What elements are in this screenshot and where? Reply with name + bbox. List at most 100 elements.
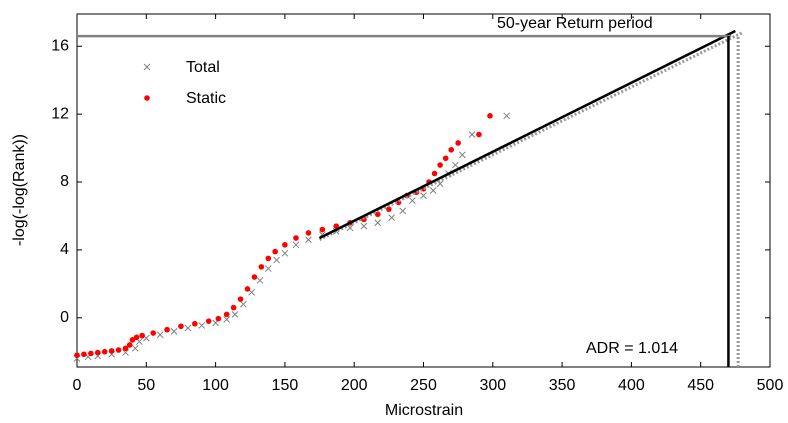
point [198, 322, 206, 329]
point [256, 277, 264, 284]
point [122, 349, 129, 356]
point [468, 131, 476, 138]
point [346, 224, 354, 232]
point [264, 265, 272, 272]
point [487, 113, 493, 119]
marker-stroke [156, 331, 164, 339]
point [101, 348, 108, 355]
marker-stroke [223, 316, 231, 323]
point [205, 318, 212, 324]
point [503, 112, 511, 120]
point [126, 342, 133, 348]
marker-stroke [198, 322, 206, 329]
legend-marker [143, 63, 151, 71]
marker-stroke [281, 249, 289, 257]
annotation: 50-year Return period [497, 15, 653, 32]
marker-stroke [399, 207, 407, 215]
point [223, 311, 230, 318]
x-axis-label: Microstrain [385, 402, 463, 419]
y-axis-label: -log(-log(Rank)) [11, 134, 28, 246]
marker-stroke [374, 219, 382, 227]
point [251, 274, 258, 280]
marker-stroke [143, 63, 151, 71]
point [374, 211, 381, 218]
marker-stroke [452, 161, 459, 169]
point [230, 304, 237, 311]
y-tick-label: 0 [60, 309, 69, 326]
point [282, 242, 288, 248]
point [476, 131, 482, 138]
point [437, 162, 443, 168]
x-tick-label: 200 [341, 377, 368, 394]
point [94, 349, 101, 356]
point [388, 214, 395, 222]
point [129, 337, 136, 343]
marker-stroke [305, 236, 312, 244]
x-tick-label: 400 [618, 377, 645, 394]
y-tick-label: 16 [51, 37, 69, 54]
legend-label: Static [186, 90, 226, 107]
point [448, 146, 455, 153]
marker-stroke [360, 222, 368, 230]
point [273, 256, 280, 264]
marker-stroke [503, 112, 511, 120]
point [272, 248, 278, 255]
x-tick-label: 350 [549, 377, 576, 394]
point [455, 140, 461, 146]
marker-stroke [136, 338, 143, 345]
marker-stroke [468, 131, 476, 138]
x-tick-label: 500 [757, 377, 784, 394]
point [239, 300, 247, 308]
y-tick-label: 12 [51, 105, 69, 122]
reference-line [318, 29, 736, 240]
x-tick-label: 0 [73, 377, 82, 394]
point [170, 328, 178, 335]
point [115, 347, 122, 353]
point [81, 351, 87, 358]
point [360, 222, 368, 230]
point [305, 230, 312, 236]
point [399, 207, 407, 215]
point [293, 235, 299, 241]
point [244, 286, 251, 292]
marker-stroke [436, 180, 444, 188]
point [458, 151, 466, 159]
marker-stroke [248, 288, 255, 296]
marker-stroke [239, 300, 247, 308]
point [431, 170, 438, 177]
point [108, 348, 115, 354]
point [231, 311, 239, 318]
point [281, 249, 289, 257]
point [88, 350, 94, 357]
marker-stroke [292, 241, 300, 249]
marker-stroke [420, 192, 427, 199]
legend-label: Total [186, 59, 220, 76]
marker-stroke [409, 197, 416, 205]
x-tick-label: 50 [137, 377, 155, 394]
point [74, 352, 80, 358]
marker-stroke [264, 265, 272, 272]
point [420, 192, 427, 199]
point [156, 331, 164, 339]
point [319, 226, 326, 233]
y-tick-label: 8 [60, 173, 69, 190]
point [192, 320, 198, 327]
x-tick-label: 300 [479, 377, 506, 394]
marker-stroke [142, 334, 150, 342]
marker-stroke [346, 224, 354, 232]
x-tick-label: 250 [410, 377, 437, 394]
point [305, 236, 312, 244]
point [237, 296, 244, 302]
point [292, 241, 300, 249]
marker-stroke [131, 344, 139, 352]
point [374, 219, 382, 227]
point [452, 161, 459, 169]
point [139, 332, 145, 339]
point [133, 334, 140, 341]
marker-stroke [184, 324, 192, 332]
x-tick-label: 100 [202, 377, 229, 394]
point [442, 155, 449, 162]
y-tick-label: 4 [60, 241, 69, 258]
point [409, 197, 416, 205]
